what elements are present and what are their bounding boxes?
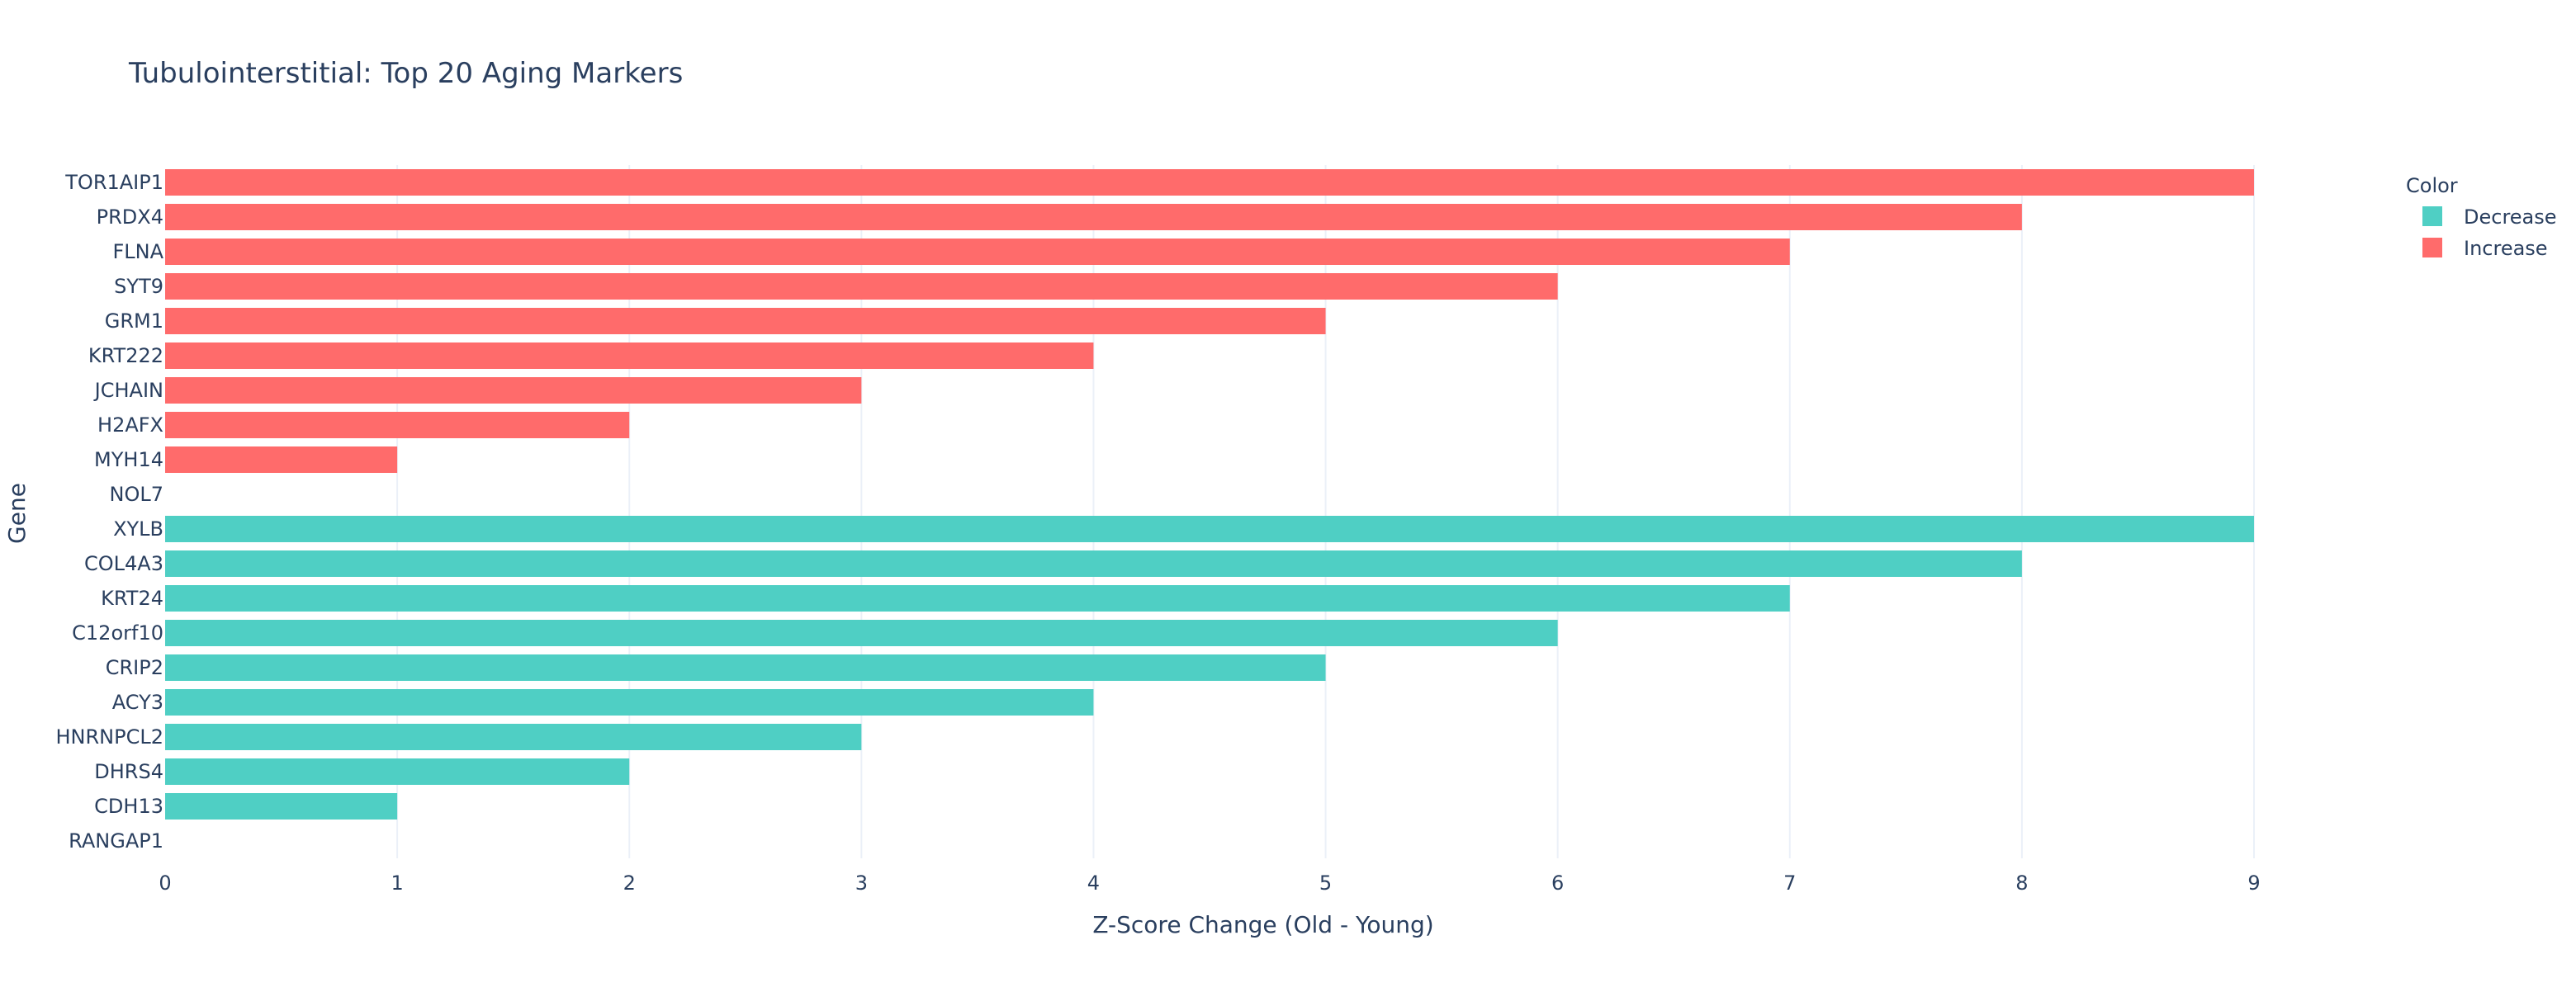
y-axis-title: Gene bbox=[3, 483, 31, 544]
y-tick-label: SYT9 bbox=[114, 275, 163, 298]
bar-col4a3 bbox=[165, 550, 2022, 577]
bar-h2afx bbox=[165, 412, 630, 438]
bar-hnrnpcl2 bbox=[165, 724, 862, 750]
bar-tor1aip1 bbox=[165, 169, 2254, 196]
x-tick-label: 2 bbox=[623, 872, 636, 895]
x-tick-label: 3 bbox=[855, 872, 868, 895]
legend-label-increase: Increase bbox=[2464, 237, 2548, 260]
y-tick-label: GRM1 bbox=[105, 309, 163, 333]
bar-jchain bbox=[165, 377, 862, 404]
y-tick-label: MYH14 bbox=[94, 448, 163, 471]
bar-c12orf10 bbox=[165, 620, 1558, 646]
bars bbox=[165, 169, 2254, 820]
bar-grm1 bbox=[165, 308, 1326, 334]
y-tick-label: H2AFX bbox=[97, 413, 163, 437]
legend-title: Color bbox=[2406, 174, 2458, 197]
legend-swatch-increase bbox=[2422, 238, 2442, 257]
x-tick-label: 7 bbox=[1783, 872, 1796, 895]
bar-krt222 bbox=[165, 342, 1094, 369]
x-tick-label: 6 bbox=[1551, 872, 1564, 895]
y-tick-label: HNRNPCL2 bbox=[56, 725, 164, 749]
y-tick-label: C12orf10 bbox=[72, 621, 163, 645]
x-tick-label: 9 bbox=[2247, 872, 2260, 895]
y-tick-label: ACY3 bbox=[112, 691, 163, 714]
legend-swatch-decrease bbox=[2422, 206, 2442, 226]
bar-flna bbox=[165, 239, 1790, 265]
bar-crip2 bbox=[165, 654, 1326, 681]
y-tick-label: KRT24 bbox=[101, 587, 163, 610]
x-tick-label: 5 bbox=[1319, 872, 1332, 895]
bar-syt9 bbox=[165, 273, 1558, 300]
y-tick-label: KRT222 bbox=[88, 344, 163, 367]
bar-prdx4 bbox=[165, 204, 2022, 230]
bar-dhrs4 bbox=[165, 758, 630, 785]
y-tick-label: TOR1AIP1 bbox=[64, 171, 163, 194]
y-tick-label: COL4A3 bbox=[84, 552, 163, 575]
legend-label-decrease: Decrease bbox=[2464, 205, 2557, 229]
chart-title: Tubulointerstitial: Top 20 Aging Markers bbox=[128, 57, 683, 90]
y-tick-label: DHRS4 bbox=[94, 760, 163, 783]
bar-acy3 bbox=[165, 689, 1094, 716]
bar-krt24 bbox=[165, 585, 1790, 612]
y-tick-label: CRIP2 bbox=[106, 656, 163, 679]
x-tick-label: 8 bbox=[2015, 872, 2028, 895]
legend: Color Decrease Increase bbox=[2406, 174, 2557, 260]
x-tick-label: 1 bbox=[391, 872, 403, 895]
bar-myh14 bbox=[165, 446, 398, 473]
x-tick-label: 0 bbox=[159, 872, 171, 895]
x-tick-label: 4 bbox=[1087, 872, 1100, 895]
y-tick-label: NOL7 bbox=[110, 483, 163, 506]
y-tick-label: JCHAIN bbox=[93, 379, 163, 402]
y-tick-label: FLNA bbox=[112, 240, 163, 263]
bar-cdh13 bbox=[165, 793, 398, 820]
bar-xylb bbox=[165, 516, 2254, 542]
x-tick-labels: 0 1 2 3 4 5 6 7 8 9 bbox=[159, 872, 2260, 895]
y-tick-label: PRDX4 bbox=[97, 205, 163, 229]
y-tick-labels: TOR1AIP1 PRDX4 FLNA SYT9 GRM1 KRT222 JCHAIN H2A… bbox=[56, 171, 164, 853]
y-tick-label: CDH13 bbox=[94, 795, 163, 818]
y-tick-label: XYLB bbox=[113, 517, 163, 541]
y-tick-label: RANGAP1 bbox=[69, 829, 163, 853]
legend-items: Decrease Increase bbox=[2422, 205, 2557, 260]
x-axis-title: Z-Score Change (Old - Young) bbox=[1092, 911, 1433, 938]
